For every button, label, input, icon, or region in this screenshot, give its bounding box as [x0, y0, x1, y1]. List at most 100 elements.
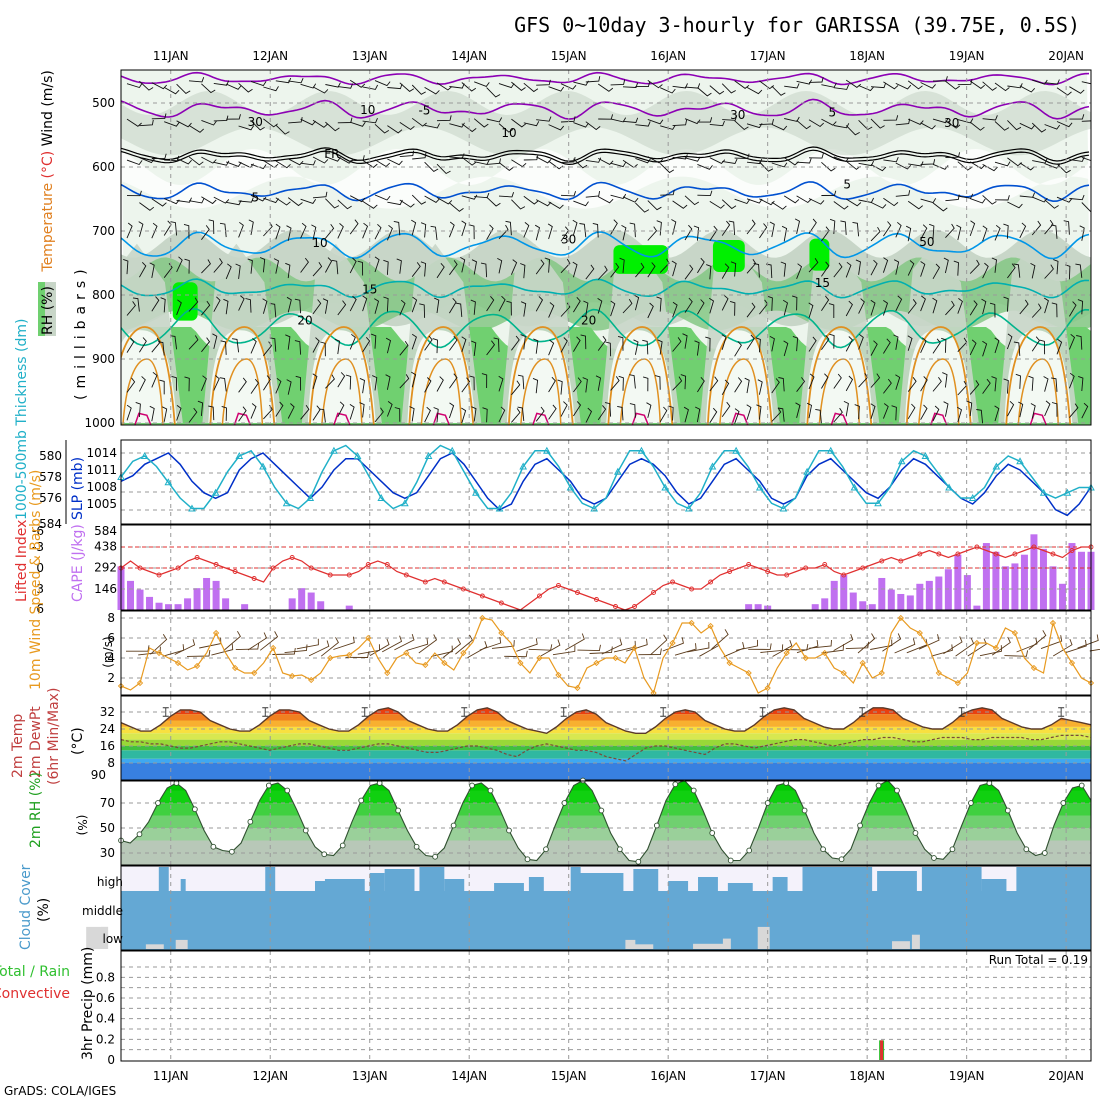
rh-marker: [506, 827, 512, 834]
bottom-date-15JAN: 15JAN: [551, 1069, 587, 1083]
upper-barb: [780, 261, 786, 277]
li-marker: [708, 579, 714, 585]
upper-barb: [610, 376, 620, 391]
chart-title: GFS 0~10day 3-hourly for GARISSA (39.75E…: [514, 13, 1080, 37]
wind-marker: [174, 659, 182, 667]
upper-barb: [945, 300, 955, 316]
cape-bar: [174, 604, 182, 610]
temp-errorbar-7: [859, 707, 866, 717]
upper-barb: [164, 155, 180, 162]
cape-bar: [916, 583, 924, 610]
upper-barb: [250, 80, 267, 87]
upper-barb: [461, 82, 477, 92]
upper-barb: [957, 161, 973, 171]
upper-barb: [151, 296, 160, 312]
rh-marker: [894, 787, 900, 794]
upper-barb: [1032, 196, 1048, 203]
upper-barb: [511, 199, 526, 210]
upper-barb: [753, 263, 760, 278]
cloud-low-label: low: [103, 932, 124, 946]
warm-arc-35-2: [333, 412, 351, 425]
upper-barb: [821, 295, 830, 311]
upper-barb: [784, 116, 800, 122]
upper-barb: [436, 263, 445, 279]
upper-barb: [275, 223, 281, 240]
upper-barb: [374, 407, 384, 423]
upper-barb: [300, 83, 317, 89]
upper-barb: [560, 337, 568, 353]
upper-barb: [957, 298, 963, 314]
upper-barb: [126, 222, 133, 239]
upper-barb: [858, 85, 875, 92]
upper-barb: [882, 403, 889, 419]
upper-barb: [188, 125, 205, 133]
upper-barb: [536, 116, 552, 122]
wind-marker: [973, 639, 981, 647]
upper-barb: [498, 162, 514, 171]
upper-barb: [138, 221, 144, 237]
upper-barb: [907, 260, 915, 276]
temp-band-3: [121, 746, 1091, 751]
upper-barb: [945, 120, 961, 129]
upper-barb: [250, 403, 257, 419]
rh-marker: [653, 822, 660, 829]
thickness-marker: [211, 488, 220, 496]
cloud-high-step-16: [727, 883, 753, 891]
rh-tick-30: 30: [100, 846, 115, 860]
rh-marker: [838, 856, 845, 863]
temp-errorbar-6: [759, 707, 766, 717]
upper-barb: [796, 79, 812, 85]
upper-barb: [635, 157, 651, 164]
upper-barb: [895, 374, 901, 390]
upper-barb: [617, 405, 624, 421]
upper-barb: [461, 123, 477, 133]
warm-arc-25-2: [308, 326, 375, 425]
upper-barb: [991, 257, 997, 273]
upper-barb: [350, 121, 366, 127]
upper-barb: [695, 406, 701, 423]
upper-barb: [511, 380, 521, 396]
surface-barb: [735, 639, 759, 651]
cape-bar: [944, 569, 952, 610]
upper-barb: [238, 197, 254, 203]
upper-barb: [1007, 201, 1023, 209]
warm-arc-35-0: [134, 412, 152, 425]
upper-barb: [1051, 302, 1058, 318]
upper-barb: [870, 82, 887, 89]
cape-bar: [925, 580, 933, 610]
cloud-high-step-7: [419, 867, 445, 891]
upper-barb: [932, 297, 938, 314]
upper-barb: [1032, 158, 1048, 164]
li-marker: [822, 562, 828, 567]
upper-barb: [312, 119, 328, 128]
upper-barb: [905, 225, 912, 242]
cloud-low-bar-1: [101, 926, 109, 949]
upper-barb: [932, 118, 949, 124]
surface-barb: [674, 643, 697, 656]
upper-barb: [362, 200, 378, 209]
li-marker: [613, 604, 618, 609]
upper-barb: [409, 406, 415, 422]
cape-bar: [165, 604, 173, 610]
cape-bar: [745, 604, 753, 610]
upper-barb: [821, 190, 837, 197]
upper-barb: [671, 219, 677, 235]
slp-tick-1011: 1011: [86, 463, 117, 477]
upper-barb: [672, 119, 688, 127]
upper-barb: [1019, 222, 1027, 239]
cape-grid: [121, 525, 1091, 610]
upper-barb: [523, 195, 539, 205]
thickness-marker: [684, 504, 693, 512]
upper-barb: [411, 333, 417, 350]
upper-barb: [184, 258, 190, 274]
temp-tick-24: 24: [100, 722, 115, 736]
upper-barb: [411, 84, 426, 95]
upper-barb: [870, 340, 878, 356]
thickness-marker: [495, 504, 504, 512]
temp-band-0: [121, 763, 1091, 780]
upper-barb: [1069, 301, 1077, 317]
upper-barb: [394, 407, 401, 422]
upper-barb: [721, 220, 731, 236]
upper-barb: [870, 201, 887, 209]
li-tick-3: -3: [32, 540, 44, 554]
